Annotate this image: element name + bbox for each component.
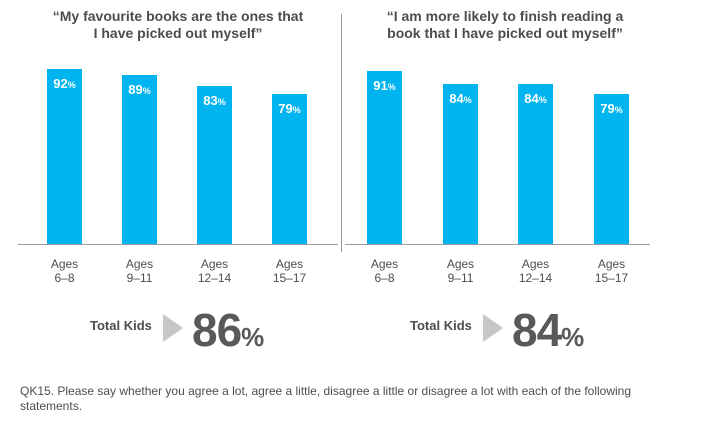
percent-sign: % — [561, 322, 584, 352]
x-tick-label: Ages 12–14 — [501, 257, 571, 285]
x-tick-label-line: Ages — [50, 257, 79, 271]
percent-sign: % — [217, 97, 226, 107]
chart-title-line: I have picked out myself” — [93, 25, 263, 41]
percent-sign: % — [538, 95, 547, 105]
bar-data-label: 84% — [513, 91, 558, 106]
total-value: 86% — [192, 303, 264, 357]
x-tick-label-line: Ages — [370, 257, 399, 271]
bar-value: 79 — [600, 101, 615, 116]
x-tick-label-line: Ages — [597, 257, 626, 271]
bar — [47, 69, 82, 244]
arrow-right-icon — [163, 314, 183, 342]
x-tick-label-line: 15–17 — [272, 271, 307, 285]
chart-title-line: “I am more likely to finish reading a — [386, 8, 624, 24]
x-tick-label: Ages 9–11 — [105, 257, 175, 285]
total-value-number: 86 — [192, 304, 242, 356]
arrow-right-icon — [483, 314, 503, 342]
bar — [443, 84, 478, 244]
total-value: 84% — [512, 303, 584, 357]
x-tick-label: Ages 6–8 — [350, 257, 420, 285]
x-tick-label-line: 6–8 — [54, 271, 75, 285]
x-tick-label: Ages 9–11 — [426, 257, 496, 285]
x-tick-label-line: Ages — [521, 257, 550, 271]
percent-sign: % — [463, 95, 472, 105]
bar — [272, 94, 307, 244]
bar — [367, 71, 402, 244]
chart-title-line: book that I have picked out myself” — [387, 25, 623, 41]
x-tick-label-line: 9–11 — [126, 271, 153, 285]
x-tick-label-line: 12–14 — [197, 271, 232, 285]
x-tick-label-line: 9–11 — [447, 271, 474, 285]
x-tick-label-line: 15–17 — [594, 271, 629, 285]
x-axis-line — [18, 244, 338, 245]
bar — [594, 94, 629, 244]
x-tick-label-line: Ages — [125, 257, 154, 271]
percent-sign: % — [67, 80, 76, 90]
bar-data-label: 91% — [362, 78, 407, 93]
total-value-number: 84 — [512, 304, 562, 356]
percent-sign: % — [292, 105, 301, 115]
panel-divider — [341, 14, 342, 252]
chart-title: “My favourite books are the ones that I h… — [18, 8, 338, 42]
percent-sign: % — [614, 105, 623, 115]
x-axis-line — [345, 244, 650, 245]
x-tick-label-line: Ages — [275, 257, 304, 271]
x-tick-label-line: Ages — [200, 257, 229, 271]
x-tick-label-line: Ages — [446, 257, 475, 271]
chart-title: “I am more likely to finish reading a boo… — [345, 8, 665, 42]
x-tick-label-line: 6–8 — [374, 271, 395, 285]
bar-data-label: 83% — [192, 93, 237, 108]
x-tick-label: Ages 15–17 — [577, 257, 647, 285]
bar-data-label: 89% — [117, 82, 162, 97]
percent-sign: % — [142, 86, 151, 96]
total-kids-label: Total Kids — [90, 318, 152, 333]
bar — [197, 86, 232, 244]
bar-data-label: 79% — [267, 101, 312, 116]
bar-value: 92 — [53, 76, 68, 91]
chart-title-line: “My favourite books are the ones that — [52, 8, 304, 24]
bar — [122, 75, 157, 244]
bar-data-label: 92% — [42, 76, 87, 91]
x-tick-label: Ages 12–14 — [180, 257, 250, 285]
bar-value: 89 — [128, 82, 143, 97]
bar — [518, 84, 553, 244]
bar-value: 84 — [524, 91, 539, 106]
percent-sign: % — [387, 82, 396, 92]
percent-sign: % — [241, 322, 264, 352]
x-tick-label-line: 12–14 — [518, 271, 553, 285]
bar-data-label: 79% — [589, 101, 634, 116]
bar-value: 83 — [203, 93, 218, 108]
x-tick-label: Ages 6–8 — [30, 257, 100, 285]
footnote: QK15. Please say whether you agree a lot… — [20, 384, 632, 413]
x-tick-label: Ages 15–17 — [255, 257, 325, 285]
total-kids-label: Total Kids — [410, 318, 472, 333]
bar-value: 91 — [373, 78, 388, 93]
bar-data-label: 84% — [438, 91, 483, 106]
bar-value: 84 — [449, 91, 464, 106]
bar-value: 79 — [278, 101, 293, 116]
